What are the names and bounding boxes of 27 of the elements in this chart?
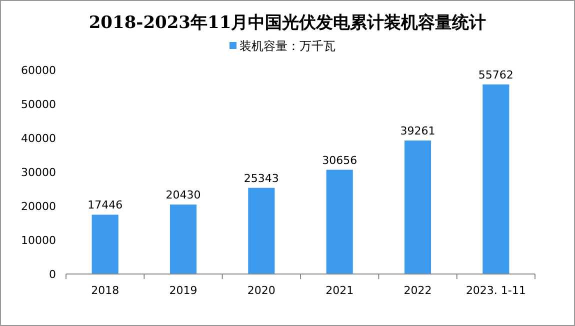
bar xyxy=(482,84,510,274)
y-tick-label: 50000 xyxy=(21,98,56,111)
y-tick-label: 30000 xyxy=(21,166,56,179)
data-label: 25343 xyxy=(244,172,279,185)
x-tick-label: 2019 xyxy=(169,284,198,297)
data-label: 39261 xyxy=(400,124,436,138)
bar xyxy=(92,214,118,274)
legend-label: 装机容量：万千瓦 xyxy=(240,39,336,53)
bar xyxy=(326,170,353,274)
bar xyxy=(170,204,197,274)
chart-title: 2018-2023年11月中国光伏发电累计装机容量统计 xyxy=(88,13,486,33)
y-tick-label: 0 xyxy=(49,268,56,281)
x-tick-label: 2023. 1-11 xyxy=(466,284,526,297)
data-label: 30656 xyxy=(322,154,358,167)
x-tick-label: 2022 xyxy=(404,284,432,297)
x-tick-label: 2021 xyxy=(326,284,354,297)
bar xyxy=(404,140,432,274)
x-tick-label: 2020 xyxy=(247,284,276,297)
data-label: 20430 xyxy=(166,188,201,202)
x-tick-label: 2018 xyxy=(91,284,120,297)
y-tick-label: 20000 xyxy=(21,200,56,213)
data-label: 17446 xyxy=(88,198,123,212)
y-tick-label: 10000 xyxy=(21,234,56,247)
data-label: 55762 xyxy=(478,68,514,82)
y-tick-label: 60000 xyxy=(21,64,56,77)
bar xyxy=(248,188,275,274)
y-tick-label: 40000 xyxy=(21,132,56,145)
